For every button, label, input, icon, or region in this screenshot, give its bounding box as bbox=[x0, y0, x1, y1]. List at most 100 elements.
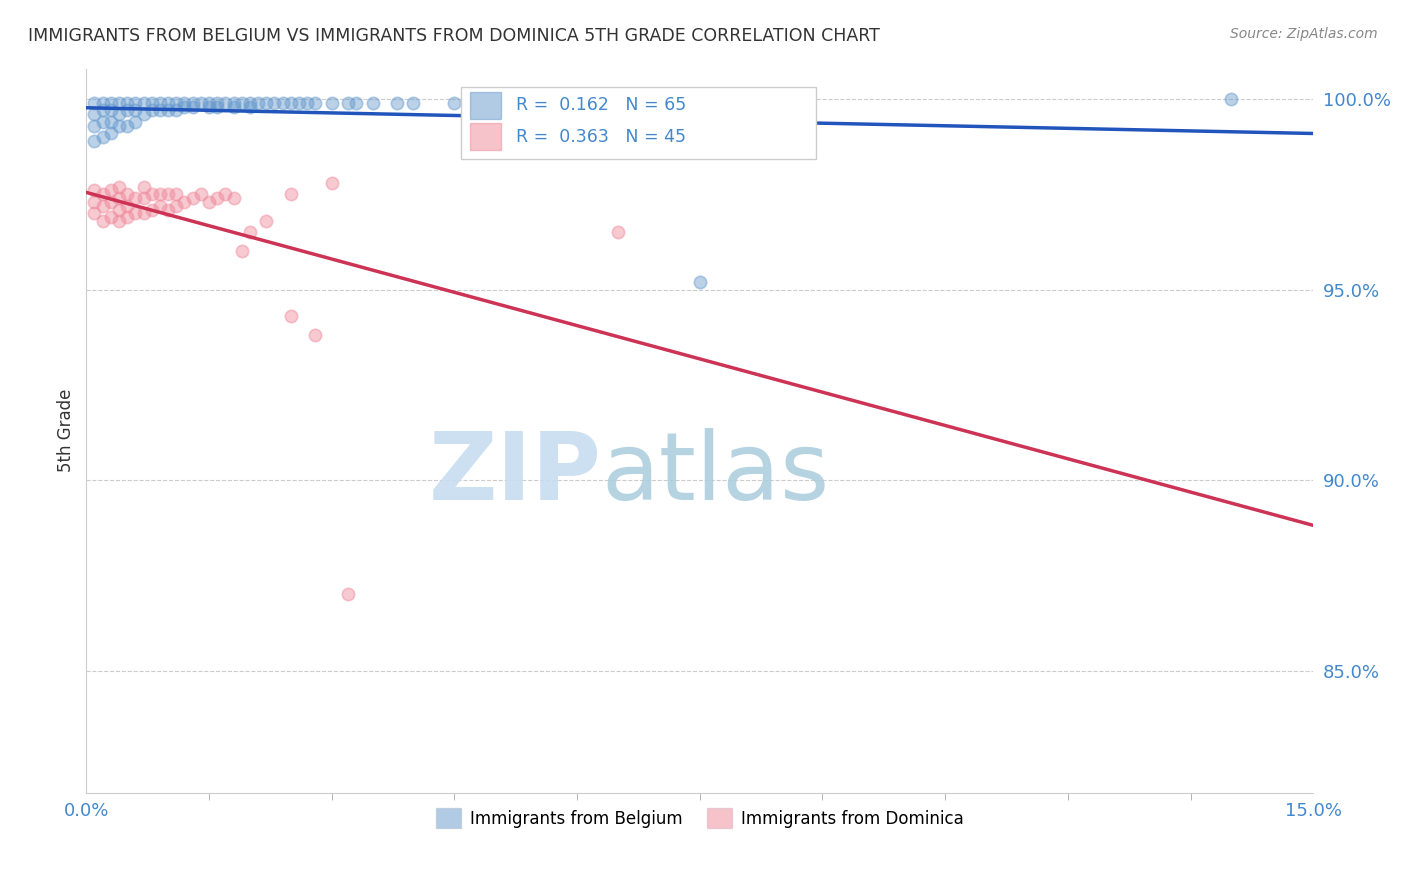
Point bbox=[108, 95, 131, 110]
Point bbox=[100, 103, 122, 118]
Point bbox=[181, 95, 204, 110]
Point bbox=[231, 244, 253, 259]
Point bbox=[173, 95, 195, 110]
Point bbox=[181, 100, 204, 114]
Point bbox=[361, 95, 384, 110]
Point bbox=[198, 100, 221, 114]
Point bbox=[115, 95, 138, 110]
Point bbox=[205, 95, 228, 110]
Point bbox=[132, 191, 155, 205]
Point bbox=[205, 100, 228, 114]
Point bbox=[91, 95, 114, 110]
Point bbox=[100, 210, 122, 224]
Point bbox=[83, 119, 105, 133]
Point bbox=[565, 95, 588, 110]
Point bbox=[149, 187, 172, 202]
Point bbox=[295, 95, 318, 110]
Point bbox=[263, 95, 285, 110]
Point bbox=[100, 126, 122, 140]
Point bbox=[304, 95, 326, 110]
Point bbox=[91, 103, 114, 118]
Point bbox=[141, 95, 163, 110]
Point bbox=[91, 199, 114, 213]
Point bbox=[157, 202, 180, 217]
Point bbox=[115, 119, 138, 133]
Point bbox=[1220, 92, 1243, 106]
Point bbox=[222, 95, 245, 110]
Point bbox=[124, 103, 146, 118]
Point bbox=[91, 187, 114, 202]
Point bbox=[205, 191, 228, 205]
Point bbox=[149, 103, 172, 118]
Point bbox=[124, 95, 146, 110]
Legend: Immigrants from Belgium, Immigrants from Dominica: Immigrants from Belgium, Immigrants from… bbox=[430, 801, 970, 835]
Point bbox=[181, 191, 204, 205]
Point bbox=[108, 107, 131, 121]
Point bbox=[402, 95, 425, 110]
Point bbox=[83, 95, 105, 110]
Point bbox=[115, 103, 138, 118]
Point bbox=[100, 194, 122, 209]
Point bbox=[214, 95, 236, 110]
Point bbox=[83, 184, 105, 198]
FancyBboxPatch shape bbox=[471, 92, 501, 120]
Point bbox=[132, 179, 155, 194]
Point bbox=[141, 187, 163, 202]
Point bbox=[247, 95, 270, 110]
Point bbox=[239, 226, 262, 240]
Point bbox=[165, 95, 187, 110]
Point bbox=[190, 187, 212, 202]
Point bbox=[222, 100, 245, 114]
Point bbox=[149, 199, 172, 213]
Point bbox=[239, 95, 262, 110]
Point bbox=[141, 202, 163, 217]
Point bbox=[132, 206, 155, 220]
Point bbox=[100, 184, 122, 198]
Point bbox=[108, 119, 131, 133]
Point bbox=[239, 100, 262, 114]
Point bbox=[132, 107, 155, 121]
Point bbox=[190, 95, 212, 110]
Point bbox=[173, 194, 195, 209]
Point bbox=[108, 191, 131, 205]
Point bbox=[91, 214, 114, 228]
Point bbox=[288, 95, 311, 110]
Point bbox=[222, 191, 245, 205]
Point bbox=[173, 100, 195, 114]
Point bbox=[115, 187, 138, 202]
Text: R =  0.162   N = 65: R = 0.162 N = 65 bbox=[516, 96, 686, 114]
Point bbox=[157, 95, 180, 110]
Point bbox=[165, 199, 187, 213]
Point bbox=[337, 95, 360, 110]
Point bbox=[124, 115, 146, 129]
Point bbox=[115, 210, 138, 224]
Point bbox=[689, 275, 711, 289]
Point bbox=[132, 95, 155, 110]
Point bbox=[280, 187, 302, 202]
Point bbox=[198, 95, 221, 110]
Point bbox=[321, 95, 343, 110]
Point bbox=[443, 95, 465, 110]
Point bbox=[157, 103, 180, 118]
Point bbox=[271, 95, 294, 110]
Point bbox=[149, 95, 172, 110]
Point bbox=[124, 191, 146, 205]
Point bbox=[91, 130, 114, 145]
Point bbox=[165, 103, 187, 118]
Point bbox=[280, 95, 302, 110]
FancyBboxPatch shape bbox=[461, 87, 817, 159]
Point bbox=[214, 187, 236, 202]
Point bbox=[108, 202, 131, 217]
Point bbox=[321, 176, 343, 190]
Point bbox=[304, 328, 326, 343]
Point bbox=[108, 214, 131, 228]
Point bbox=[100, 95, 122, 110]
Point bbox=[344, 95, 367, 110]
Text: atlas: atlas bbox=[602, 428, 830, 520]
Point bbox=[385, 95, 408, 110]
Y-axis label: 5th Grade: 5th Grade bbox=[58, 389, 75, 472]
Point bbox=[607, 226, 630, 240]
Text: Source: ZipAtlas.com: Source: ZipAtlas.com bbox=[1230, 27, 1378, 41]
Point bbox=[254, 214, 277, 228]
Point bbox=[83, 134, 105, 148]
